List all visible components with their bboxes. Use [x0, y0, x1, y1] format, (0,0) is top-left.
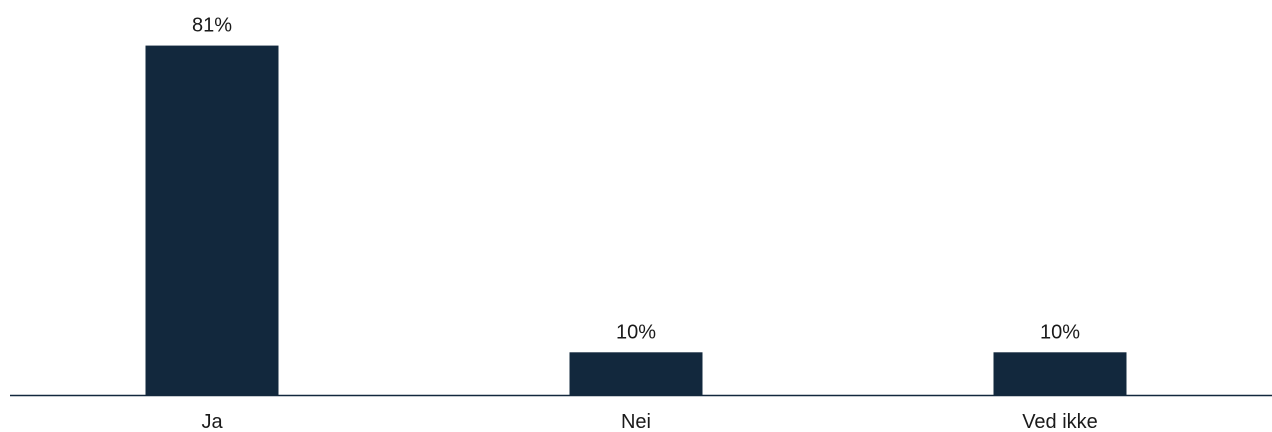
bars-group [145, 45, 1127, 396]
data-label-ved-ikke: 10% [1040, 321, 1080, 343]
data-label-nei: 10% [616, 321, 656, 343]
x-tick-label-nei: Nei [621, 411, 651, 432]
x-tick-label-ved-ikke: Ved ikke [1022, 411, 1098, 432]
data-label-ja: 81% [192, 15, 232, 37]
bar-nei [569, 352, 703, 396]
data-labels-group: 81% 10% 10% [192, 15, 1080, 344]
x-tick-labels-group: Ja Nei Ved ikke [201, 411, 1097, 432]
x-tick-label-ja: Ja [201, 411, 223, 432]
bar-ved-ikke [993, 352, 1127, 396]
bar-ja [145, 45, 279, 396]
